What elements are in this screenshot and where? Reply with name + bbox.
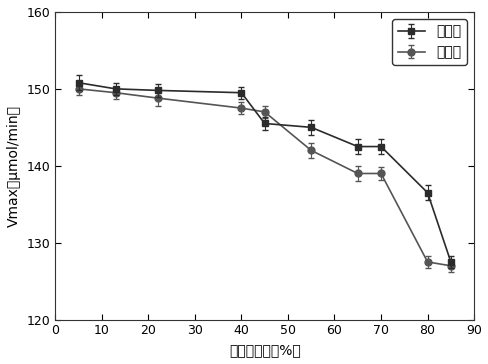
Y-axis label: Vmax（μmol/min）: Vmax（μmol/min） <box>7 105 21 227</box>
Legend: 第一遍, 第二遍: 第一遍, 第二遍 <box>391 19 466 65</box>
X-axis label: 表观发酵度（%）: 表观发酵度（%） <box>228 343 300 357</box>
